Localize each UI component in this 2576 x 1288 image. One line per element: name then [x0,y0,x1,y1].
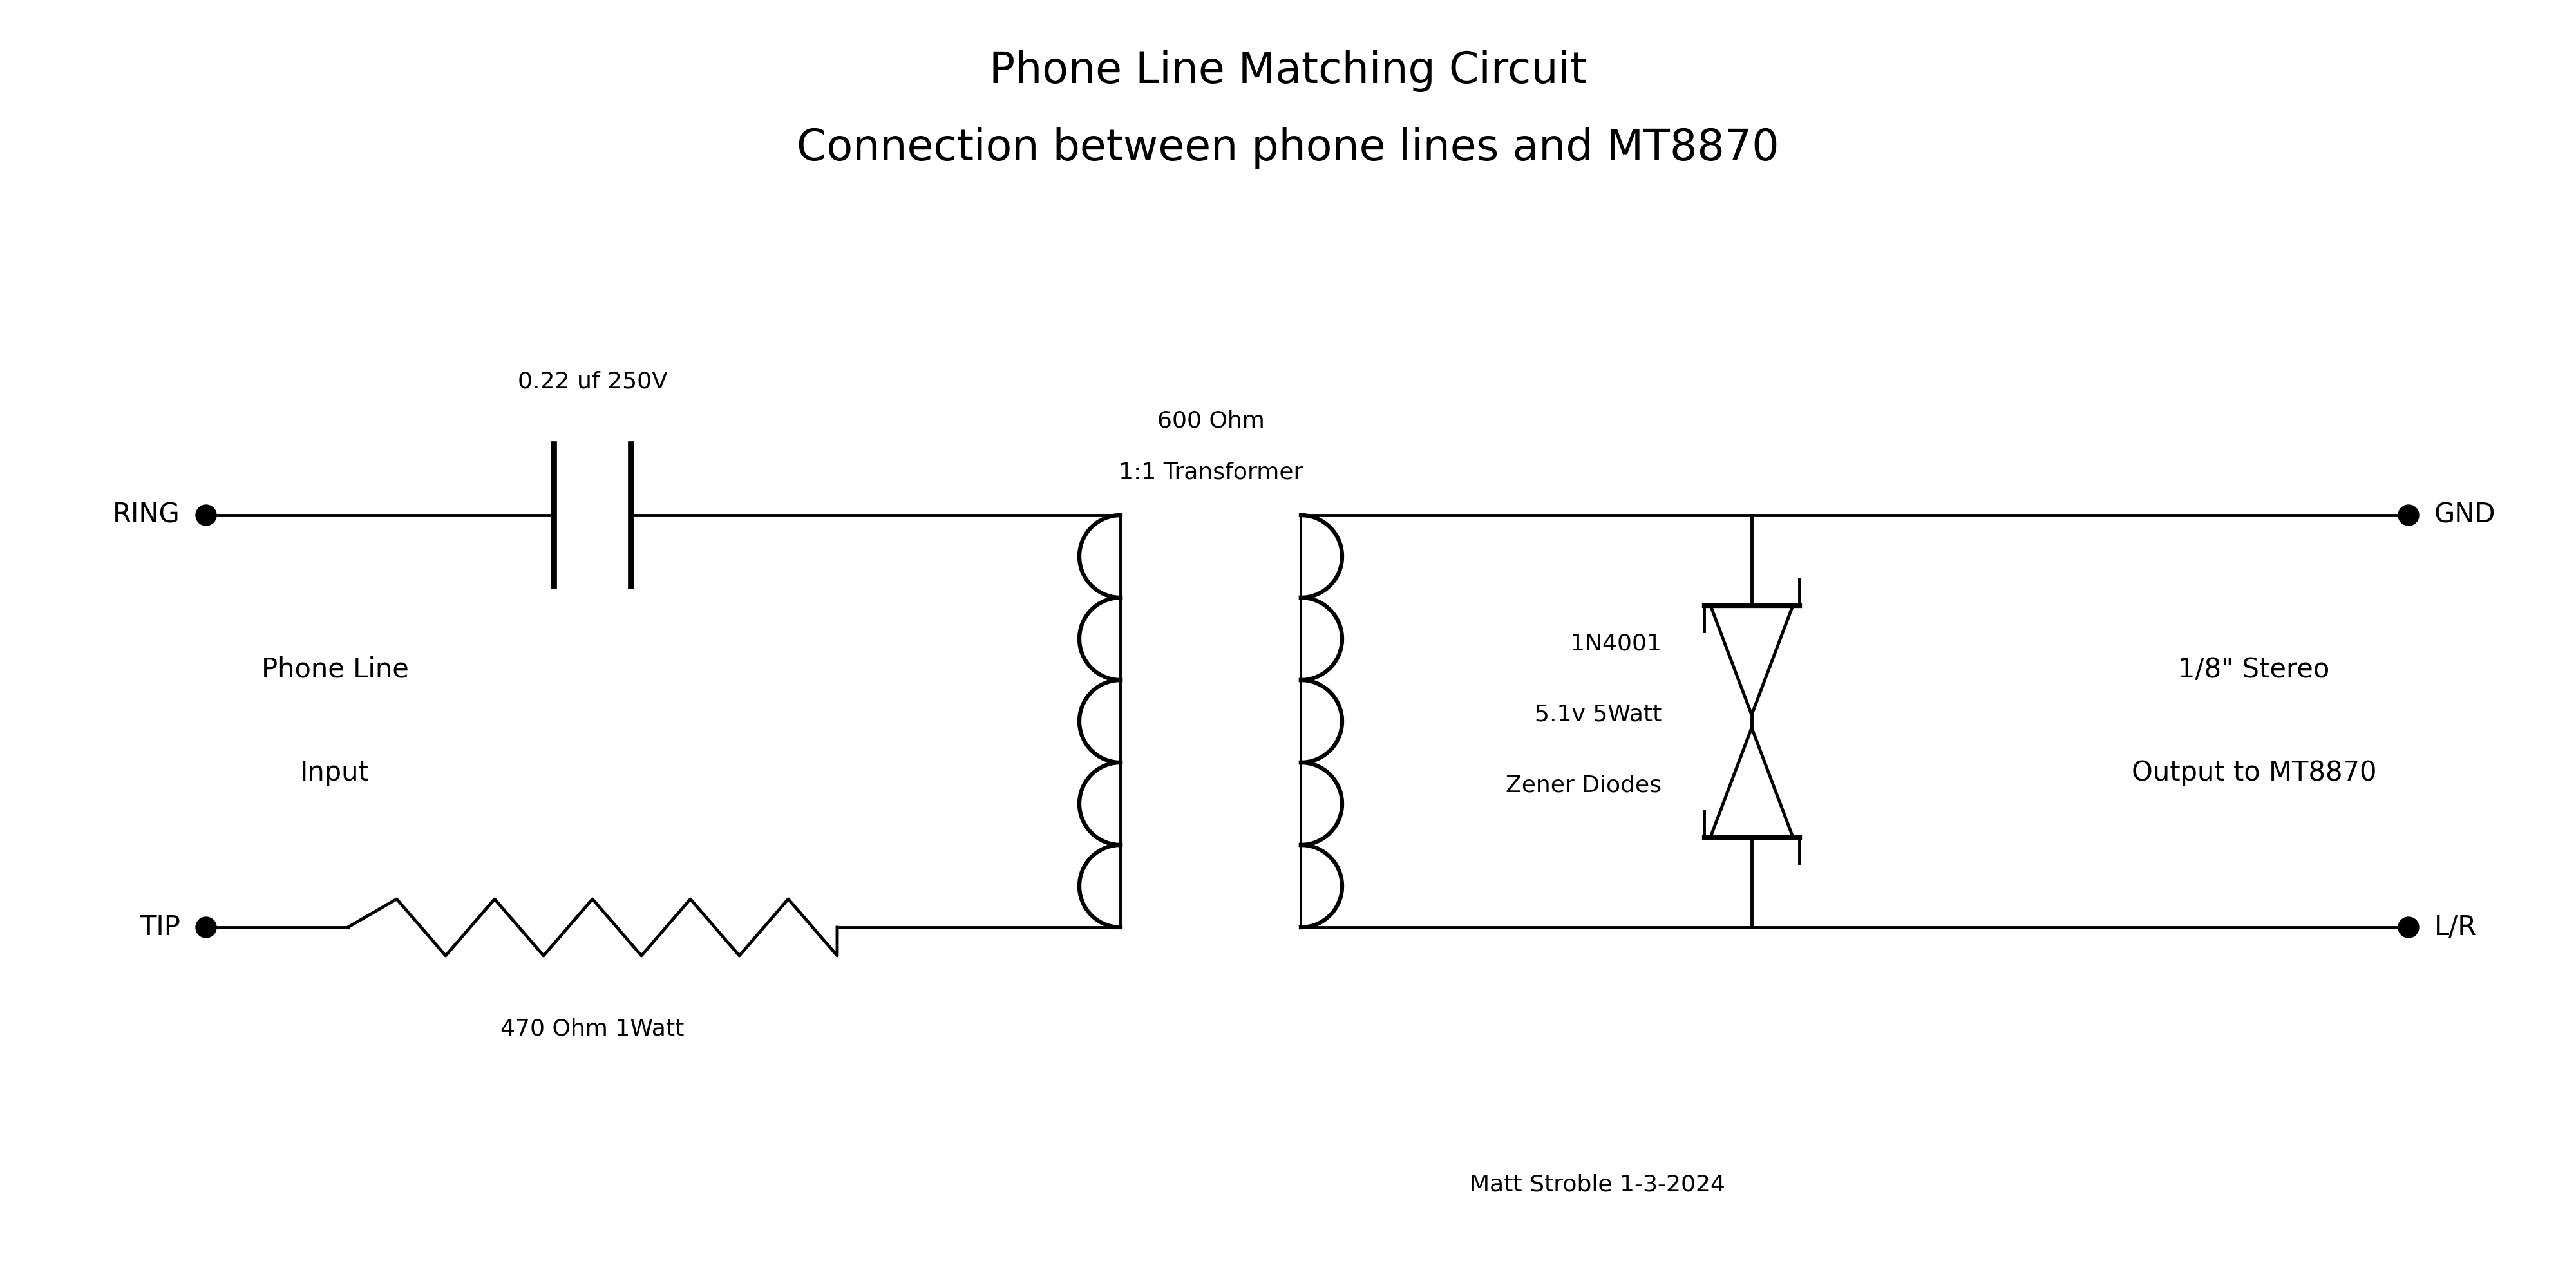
Text: Zener Diodes: Zener Diodes [1504,774,1662,796]
Text: 1/8" Stereo: 1/8" Stereo [2179,657,2329,683]
Circle shape [2398,917,2419,938]
Text: Connection between phone lines and MT8870: Connection between phone lines and MT887… [796,128,1780,169]
Text: Phone Line Matching Circuit: Phone Line Matching Circuit [989,49,1587,93]
Circle shape [2398,505,2419,526]
Text: 1:1 Transformer: 1:1 Transformer [1118,461,1303,483]
Text: L/R: L/R [2434,914,2478,940]
Circle shape [196,505,216,526]
Text: RING: RING [113,501,180,528]
Text: TIP: TIP [139,914,180,940]
Text: 5.1v 5Watt: 5.1v 5Watt [1535,703,1662,726]
Text: Matt Stroble 1-3-2024: Matt Stroble 1-3-2024 [1468,1175,1726,1195]
Text: Output to MT8870: Output to MT8870 [2130,759,2378,786]
Text: 1N4001: 1N4001 [1571,632,1662,654]
Circle shape [196,917,216,938]
Text: 470 Ohm 1Watt: 470 Ohm 1Watt [500,1018,685,1039]
Text: Input: Input [301,759,368,786]
Text: GND: GND [2434,501,2496,528]
Text: Phone Line: Phone Line [260,657,410,683]
Text: 0.22 uf 250V: 0.22 uf 250V [518,371,667,393]
Text: 600 Ohm: 600 Ohm [1157,410,1265,431]
